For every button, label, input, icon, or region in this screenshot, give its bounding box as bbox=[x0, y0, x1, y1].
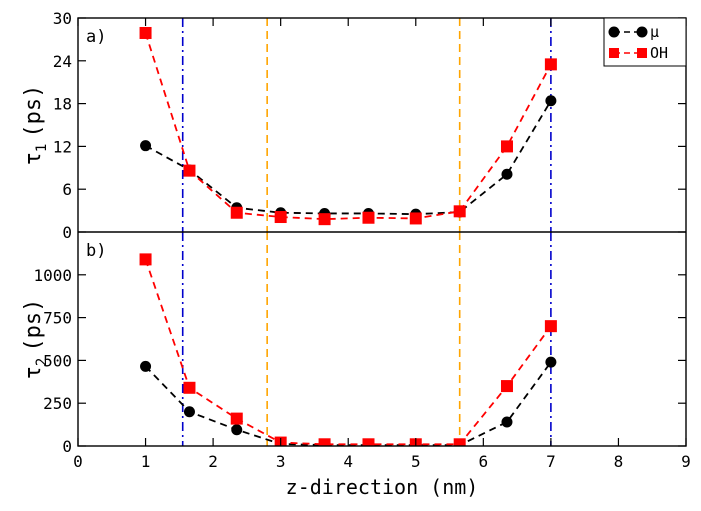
y-tick-label: 24 bbox=[53, 52, 72, 71]
data-point-mu bbox=[545, 356, 557, 368]
x-tick-label: 4 bbox=[343, 452, 353, 471]
y-tick-label: 0 bbox=[62, 437, 72, 456]
legend-marker-mu-left bbox=[608, 26, 620, 38]
data-point-oh bbox=[453, 205, 466, 218]
x-tick-label: 3 bbox=[276, 452, 286, 471]
legend-marker-oh-right bbox=[637, 48, 647, 58]
data-point-oh bbox=[453, 438, 466, 446]
y-axis-label-a-symbol: τ bbox=[21, 152, 46, 165]
data-point-mu bbox=[140, 140, 152, 152]
y-axis-label-b: τ2 (ps) bbox=[21, 299, 50, 380]
data-point-mu bbox=[231, 424, 243, 436]
x-ticks: 0 1 2 3 4 5 6 7 8 9 bbox=[73, 18, 691, 471]
series-line-oh bbox=[144, 259, 552, 446]
data-point-oh bbox=[318, 438, 331, 446]
panel-label-b: b) bbox=[86, 241, 106, 261]
data-point-oh bbox=[500, 140, 513, 153]
data-point-oh bbox=[409, 212, 422, 225]
legend-marker-mu-right bbox=[636, 26, 648, 38]
x-tick-label: 2 bbox=[208, 452, 218, 471]
legend: μ OH bbox=[603, 17, 687, 67]
panel-label-a: a) bbox=[86, 27, 106, 47]
reference-lines-b bbox=[181, 232, 552, 446]
data-point-oh bbox=[139, 253, 152, 266]
legend-label-mu: μ bbox=[650, 23, 659, 41]
y-axis-label-a: τ1 (ps) bbox=[21, 85, 50, 166]
panel-b: 0 250 500 750 1000 b) τ2 (ps) bbox=[21, 232, 686, 456]
x-tick-label: 1 bbox=[141, 452, 151, 471]
series-line-mu bbox=[145, 100, 552, 216]
data-point-mu bbox=[140, 360, 152, 372]
x-tick-label: 5 bbox=[411, 452, 421, 471]
y-axis-label-b-unit: (ps) bbox=[21, 299, 46, 352]
data-point-oh bbox=[544, 58, 557, 71]
x-tick-label: 6 bbox=[479, 452, 489, 471]
data-point-oh bbox=[318, 213, 331, 226]
data-point-mu bbox=[501, 168, 513, 180]
y-tick-label: 250 bbox=[43, 394, 72, 413]
data-point-oh bbox=[230, 206, 243, 219]
data-point-mu bbox=[183, 406, 195, 418]
x-axis-label: z-direction (nm) bbox=[286, 475, 479, 499]
series-line-mu bbox=[144, 361, 552, 446]
y-tick-label: 500 bbox=[43, 351, 72, 370]
data-point-oh bbox=[362, 438, 375, 446]
y-tick-label: 750 bbox=[43, 309, 72, 328]
data-point-mu bbox=[501, 416, 513, 428]
data-point-oh bbox=[230, 412, 243, 425]
x-tick-label: 8 bbox=[614, 452, 624, 471]
reference-lines-a bbox=[181, 18, 552, 232]
data-point-oh bbox=[500, 380, 513, 393]
data-point-oh bbox=[183, 164, 196, 177]
y-tick-label: 0 bbox=[62, 223, 72, 242]
data-point-oh bbox=[183, 381, 196, 394]
legend-label-oh: OH bbox=[650, 44, 668, 62]
y-axis-label-b-subscript: 2 bbox=[34, 358, 50, 366]
series-line-oh bbox=[144, 32, 552, 221]
y-tick-label: 6 bbox=[62, 180, 72, 199]
x-tick-label: 9 bbox=[681, 452, 691, 471]
data-point-oh bbox=[362, 211, 375, 224]
panel-a: 0 6 12 18 24 30 a) τ1 (ps) bbox=[21, 9, 686, 242]
y-tick-label: 30 bbox=[53, 9, 72, 28]
y-tick-label: 18 bbox=[53, 95, 72, 114]
series-group-b bbox=[139, 253, 557, 446]
data-point-mu bbox=[545, 95, 557, 107]
data-point-oh bbox=[139, 26, 152, 39]
x-tick-label: 7 bbox=[546, 452, 556, 471]
y-axis-label-b-symbol: τ bbox=[21, 366, 46, 379]
x-tick-label: 0 bbox=[73, 452, 83, 471]
data-point-oh bbox=[274, 211, 287, 224]
y-ticks-a: 0 6 12 18 24 30 bbox=[53, 9, 686, 242]
legend-marker-oh-left bbox=[609, 48, 619, 58]
y-axis-label-a-subscript: 1 bbox=[34, 144, 50, 152]
y-axis-label-a-unit: (ps) bbox=[21, 85, 46, 138]
series-group-a bbox=[139, 26, 557, 226]
y-tick-label: 1000 bbox=[33, 266, 72, 285]
y-tick-label: 12 bbox=[53, 137, 72, 156]
legend-box bbox=[603, 17, 687, 67]
y-ticks-b: 0 250 500 750 1000 bbox=[33, 266, 686, 456]
data-point-oh bbox=[544, 320, 557, 333]
